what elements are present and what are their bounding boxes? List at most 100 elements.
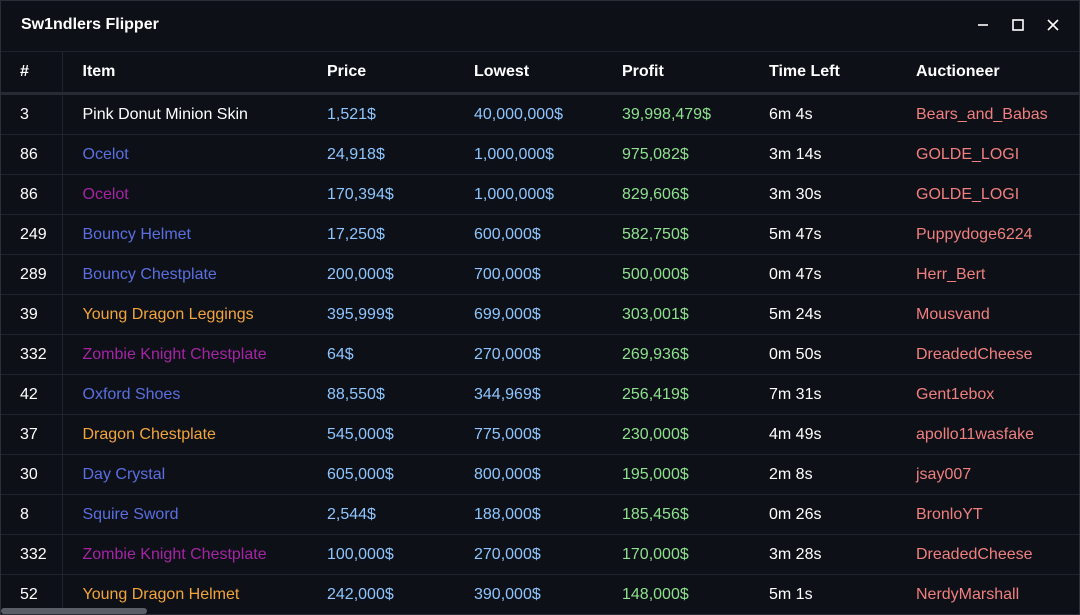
table-row[interactable]: 86 Ocelot 24,918$ 1,000,000$ 975,082$ 3m 14s G… xyxy=(1,134,1079,175)
cell-lowest: 700,000$ xyxy=(454,254,602,295)
cell-price: 100,000$ xyxy=(307,534,454,575)
column-header-number[interactable]: # xyxy=(1,52,63,95)
cell-profit: 500,000$ xyxy=(602,254,749,295)
cell-price: 17,250$ xyxy=(307,214,454,255)
table-row[interactable]: 332 Zombie Knight Chestplate 64$ 270,000$ 26… xyxy=(1,334,1079,375)
cell-time-left: 3m 14s xyxy=(749,134,896,175)
cell-number: 289 xyxy=(1,254,63,295)
column-header-time-left[interactable]: Time Left xyxy=(749,52,896,95)
table-row[interactable]: 42 Oxford Shoes 88,550$ 344,969$ 256,419$ 7m … xyxy=(1,374,1079,415)
cell-auctioneer: DreadedCheese xyxy=(896,334,1079,375)
cell-profit: 185,456$ xyxy=(602,494,749,535)
cell-time-left: 6m 4s xyxy=(749,93,896,135)
cell-lowest: 390,000$ xyxy=(454,574,602,614)
cell-price: 24,918$ xyxy=(307,134,454,175)
cell-item: Squire Sword xyxy=(62,494,307,535)
cell-number: 332 xyxy=(1,534,63,575)
cell-price: 545,000$ xyxy=(307,414,454,455)
table-row[interactable]: 39 Young Dragon Leggings 395,999$ 699,000$ 3… xyxy=(1,294,1079,335)
cell-price: 2,544$ xyxy=(307,494,454,535)
table-row[interactable]: 289 Bouncy Chestplate 200,000$ 700,000$ 500,… xyxy=(1,254,1079,295)
cell-profit: 195,000$ xyxy=(602,454,749,495)
cell-item: Dragon Chestplate xyxy=(62,414,307,455)
cell-profit: 230,000$ xyxy=(602,414,749,455)
cell-number: 86 xyxy=(1,134,63,175)
cell-auctioneer: BronloYT xyxy=(896,494,1079,535)
cell-profit: 170,000$ xyxy=(602,534,749,575)
cell-number: 52 xyxy=(1,574,63,614)
cell-auctioneer: GOLDE_LOGI xyxy=(896,174,1079,215)
cell-lowest: 270,000$ xyxy=(454,334,602,375)
column-header-lowest[interactable]: Lowest xyxy=(454,52,602,95)
cell-item: Zombie Knight Chestplate xyxy=(62,534,307,575)
cell-item: Pink Donut Minion Skin xyxy=(62,93,307,135)
table-row[interactable]: 249 Bouncy Helmet 17,250$ 600,000$ 582,750$ 5… xyxy=(1,214,1079,255)
table-row[interactable]: 3 Pink Donut Minion Skin 1,521$ 40,000,000$… xyxy=(1,93,1079,135)
cell-auctioneer: Bears_and_Babas xyxy=(896,93,1079,135)
cell-number: 3 xyxy=(1,93,63,135)
table-row[interactable]: 37 Dragon Chestplate 545,000$ 775,000$ 230,0… xyxy=(1,414,1079,455)
window-title: Sw1ndlers Flipper xyxy=(21,16,159,33)
cell-number: 249 xyxy=(1,214,63,255)
cell-item: Bouncy Helmet xyxy=(62,214,307,255)
cell-number: 42 xyxy=(1,374,63,415)
cell-profit: 148,000$ xyxy=(602,574,749,614)
cell-lowest: 344,969$ xyxy=(454,374,602,415)
cell-auctioneer: GOLDE_LOGI xyxy=(896,134,1079,175)
cell-time-left: 5m 47s xyxy=(749,214,896,255)
table-body: 3 Pink Donut Minion Skin 1,521$ 40,000,000$… xyxy=(1,93,1079,614)
cell-lowest: 270,000$ xyxy=(454,534,602,575)
cell-profit: 303,001$ xyxy=(602,294,749,335)
cell-price: 395,999$ xyxy=(307,294,454,335)
cell-time-left: 7m 31s xyxy=(749,374,896,415)
close-icon xyxy=(1047,19,1059,31)
cell-profit: 256,419$ xyxy=(602,374,749,415)
table-row[interactable]: 332 Zombie Knight Chestplate 100,000$ 270,0… xyxy=(1,534,1079,575)
close-button[interactable] xyxy=(1041,13,1065,37)
cell-auctioneer: DreadedCheese xyxy=(896,534,1079,575)
cell-lowest: 775,000$ xyxy=(454,414,602,455)
flips-table: # Item Price Lowest Profit Time Left Auc… xyxy=(1,52,1079,614)
cell-number: 86 xyxy=(1,174,63,215)
cell-auctioneer: Mousvand xyxy=(896,294,1079,335)
table-row[interactable]: 8 Squire Sword 2,544$ 188,000$ 185,456$ 0m 26… xyxy=(1,494,1079,535)
cell-item: Oxford Shoes xyxy=(62,374,307,415)
maximize-button[interactable] xyxy=(1006,13,1030,37)
minimize-button[interactable] xyxy=(971,13,995,37)
cell-item: Bouncy Chestplate xyxy=(62,254,307,295)
column-header-profit[interactable]: Profit xyxy=(602,52,749,95)
cell-lowest: 699,000$ xyxy=(454,294,602,335)
cell-item: Young Dragon Helmet xyxy=(62,574,307,614)
cell-item: Day Crystal xyxy=(62,454,307,495)
cell-item: Ocelot xyxy=(62,134,307,175)
cell-auctioneer: Puppydoge6224 xyxy=(896,214,1079,255)
cell-lowest: 600,000$ xyxy=(454,214,602,255)
cell-number: 39 xyxy=(1,294,63,335)
cell-lowest: 1,000,000$ xyxy=(454,134,602,175)
column-header-item[interactable]: Item xyxy=(62,52,307,95)
cell-auctioneer: apollo11wasfake xyxy=(896,414,1079,455)
cell-price: 605,000$ xyxy=(307,454,454,495)
table-row[interactable]: 86 Ocelot 170,394$ 1,000,000$ 829,606$ 3m 30s… xyxy=(1,174,1079,215)
cell-price: 64$ xyxy=(307,334,454,375)
title-bar[interactable]: Sw1ndlers Flipper xyxy=(1,1,1079,52)
table-row[interactable]: 52 Young Dragon Helmet 242,000$ 390,000$ 148… xyxy=(1,574,1079,614)
column-header-auctioneer[interactable]: Auctioneer xyxy=(896,52,1079,95)
table-header: # Item Price Lowest Profit Time Left Auc… xyxy=(1,52,1079,95)
cell-lowest: 40,000,000$ xyxy=(454,93,602,135)
cell-profit: 582,750$ xyxy=(602,214,749,255)
cell-price: 200,000$ xyxy=(307,254,454,295)
horizontal-scrollbar[interactable] xyxy=(1,608,1079,614)
cell-item: Zombie Knight Chestplate xyxy=(62,334,307,375)
cell-price: 170,394$ xyxy=(307,174,454,215)
column-header-price[interactable]: Price xyxy=(307,52,454,95)
table-row[interactable]: 30 Day Crystal 605,000$ 800,000$ 195,000$ 2m … xyxy=(1,454,1079,495)
cell-price: 1,521$ xyxy=(307,93,454,135)
cell-auctioneer: Gent1ebox xyxy=(896,374,1079,415)
cell-lowest: 800,000$ xyxy=(454,454,602,495)
cell-profit: 829,606$ xyxy=(602,174,749,215)
cell-item: Young Dragon Leggings xyxy=(62,294,307,335)
scrollbar-thumb[interactable] xyxy=(1,608,147,614)
cell-time-left: 4m 49s xyxy=(749,414,896,455)
cell-time-left: 0m 26s xyxy=(749,494,896,535)
